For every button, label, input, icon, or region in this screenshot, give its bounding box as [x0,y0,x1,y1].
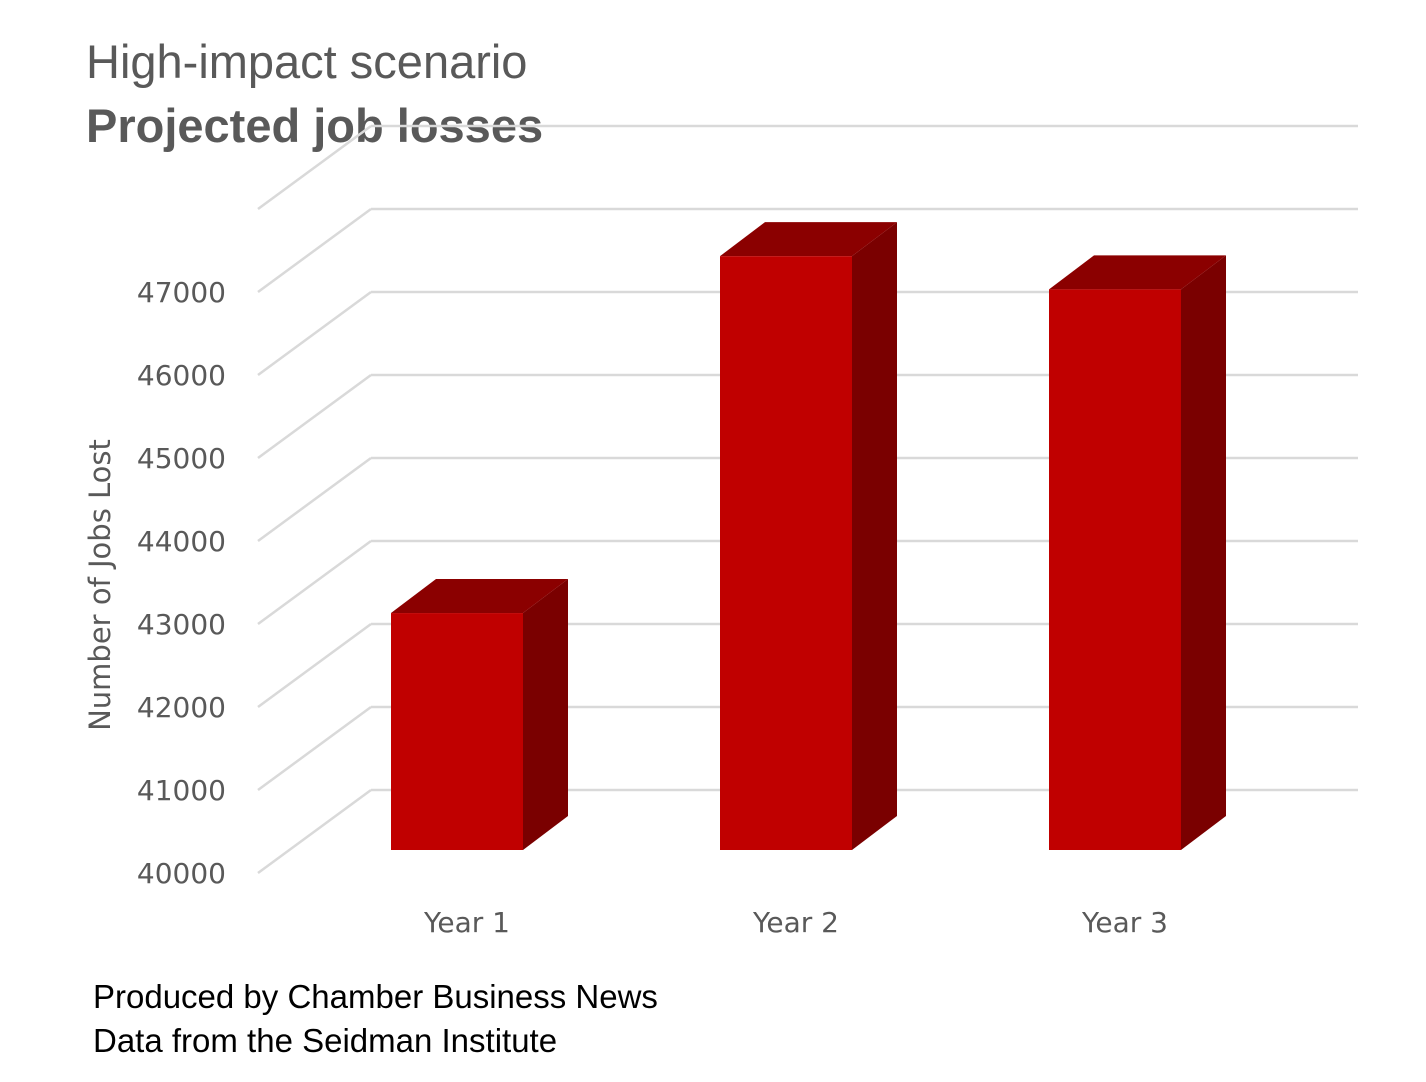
y-tick-label: 46000 [137,359,226,392]
bars [391,222,1226,851]
gridline-diagonal [257,622,372,709]
y-tick-label: 41000 [137,774,226,807]
y-tick-label: 42000 [137,691,226,724]
bar-top [720,222,897,257]
y-tick-label: 43000 [137,608,226,641]
footer-data-source: Data from the Seidman Institute [93,1022,558,1059]
footer-produced-by: Produced by Chamber Business News [93,978,658,1015]
gridline-diagonal [257,456,372,543]
bar-2 [720,222,897,850]
gridline-diagonal [257,788,372,875]
gridline-diagonal [257,539,372,626]
bar-chart: 40000 41000 42000 43000 44000 45000 46000 47000… [83,124,1358,939]
bar-side [523,579,568,850]
x-tick-label: Year 2 [752,906,839,939]
y-tick-label: 44000 [137,525,226,558]
y-axis-ticks: 40000 41000 42000 43000 44000 45000 46000 47000 [137,276,226,890]
bar-3 [1049,255,1226,851]
gridline-diagonal [257,207,372,294]
y-tick-label: 47000 [137,276,226,309]
x-tick-label: Year 3 [1081,906,1168,939]
x-axis-ticks: Year 1 Year 2 Year 3 [423,906,1168,939]
bar-top [391,579,568,614]
x-tick-label: Year 1 [423,906,510,939]
bar-side [852,222,897,850]
y-tick-label: 40000 [137,857,226,890]
bar-side [1181,255,1226,851]
gridline-diagonal [257,373,372,460]
bar-1 [391,579,568,850]
gridline-diagonal [257,124,372,211]
y-tick-label: 45000 [137,442,226,475]
chart-title: High-impact scenario [86,35,528,88]
bar-top [1049,255,1226,290]
gridline-diagonal [257,290,372,377]
y-axis-label: Number of Jobs Lost [83,439,117,731]
bar-front [391,613,523,850]
bar-front [1049,289,1181,851]
gridline-diagonal [257,705,372,792]
bar-front [720,256,852,850]
